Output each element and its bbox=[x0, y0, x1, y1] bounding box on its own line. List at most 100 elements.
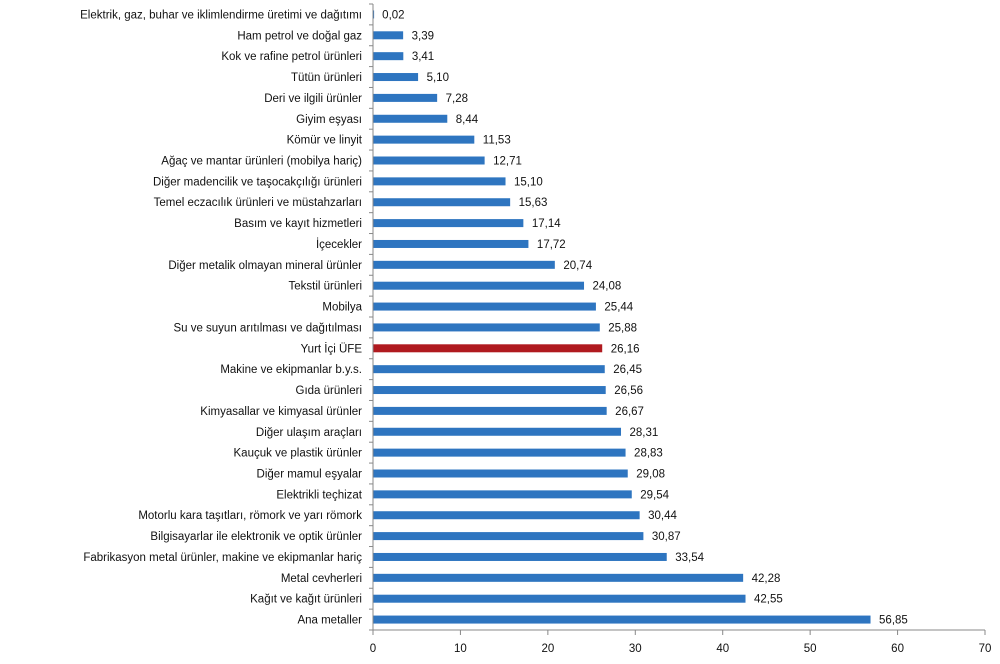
category-label: Ağaç ve mantar ürünleri (mobilya hariç) bbox=[161, 156, 362, 168]
category-label: Mobilya bbox=[322, 302, 362, 314]
value-label: 3,41 bbox=[412, 51, 434, 63]
value-label: 8,44 bbox=[456, 114, 479, 126]
x-tick-label: 0 bbox=[370, 643, 376, 655]
bar bbox=[373, 10, 375, 19]
category-label: Metal cevherleri bbox=[281, 573, 362, 585]
value-label: 56,85 bbox=[879, 615, 908, 627]
category-label: Yurt İçi ÜFE bbox=[301, 342, 363, 355]
category-label: Elektrik, gaz, buhar ve iklimlendirme ür… bbox=[80, 9, 362, 21]
bar bbox=[373, 594, 746, 603]
value-label: 29,08 bbox=[636, 469, 665, 481]
bar bbox=[373, 260, 555, 269]
value-label: 7,28 bbox=[446, 93, 468, 105]
bar bbox=[373, 323, 600, 332]
value-label: 25,88 bbox=[608, 322, 637, 334]
chart-bars bbox=[373, 10, 871, 624]
value-label: 30,87 bbox=[652, 531, 681, 543]
category-label: Kağıt ve kağıt ürünleri bbox=[250, 594, 362, 606]
category-label: Su ve suyun arıtılması ve dağıtılması bbox=[173, 322, 362, 334]
category-label: Elektrikli teçhizat bbox=[276, 489, 362, 501]
value-labels: 0,02 3,39 3,41 5,10 7,28 8,44 11,53 12,71 15,10 1… bbox=[382, 9, 908, 626]
value-label: 25,44 bbox=[604, 302, 633, 314]
x-tick-label: 10 bbox=[454, 643, 467, 655]
category-label: Diğer metalik olmayan mineral ürünler bbox=[168, 260, 362, 272]
category-label: Bilgisayarlar ile elektronik ve optik ür… bbox=[150, 531, 362, 543]
bar bbox=[373, 31, 404, 40]
category-label: Basım ve kayıt hizmetleri bbox=[234, 218, 362, 230]
x-tick-label: 60 bbox=[891, 643, 904, 655]
category-label: Motorlu kara taşıtları, römork ve yarı r… bbox=[138, 510, 362, 522]
category-label: Kok ve rafine petrol ürünleri bbox=[221, 51, 362, 63]
value-label: 5,10 bbox=[427, 72, 449, 84]
category-label: İçecekler bbox=[316, 238, 362, 251]
bar bbox=[373, 365, 605, 374]
x-tick-label: 70 bbox=[979, 643, 992, 655]
value-label: 24,08 bbox=[593, 281, 622, 293]
bar bbox=[373, 52, 404, 61]
value-label: 42,55 bbox=[754, 594, 783, 606]
category-label: Kauçuk ve plastik ürünler bbox=[234, 448, 363, 460]
bar-highlight bbox=[373, 344, 603, 353]
category-label: Temel eczacılık ürünleri ve müstahzarlar… bbox=[154, 197, 362, 209]
value-label: 15,10 bbox=[514, 176, 543, 188]
value-label: 29,54 bbox=[640, 489, 669, 501]
value-label: 26,56 bbox=[614, 385, 643, 397]
bar bbox=[373, 469, 628, 478]
bar bbox=[373, 156, 485, 165]
bar bbox=[373, 135, 475, 144]
bar bbox=[373, 198, 511, 207]
value-label: 30,44 bbox=[648, 510, 677, 522]
value-label: 33,54 bbox=[675, 552, 704, 564]
bar bbox=[373, 552, 667, 561]
bar bbox=[373, 448, 626, 457]
bar bbox=[373, 490, 632, 499]
category-label: Kimyasallar ve kimyasal ürünler bbox=[200, 406, 362, 418]
bar bbox=[373, 386, 606, 395]
value-label: 3,39 bbox=[412, 30, 434, 42]
category-label: Tekstil ürünleri bbox=[289, 281, 363, 293]
bar bbox=[373, 93, 438, 102]
bar bbox=[373, 532, 644, 541]
bar bbox=[373, 177, 506, 186]
value-label: 26,16 bbox=[611, 343, 640, 355]
value-label: 26,67 bbox=[615, 406, 644, 418]
x-axis-ticks: 0 10 20 30 40 50 60 70 bbox=[370, 630, 992, 655]
category-label: Makine ve ekipmanlar b.y.s. bbox=[220, 364, 362, 376]
category-label: Diğer madencilik ve taşocakçılığı ürünle… bbox=[153, 176, 362, 188]
value-label: 17,14 bbox=[532, 218, 561, 230]
bar bbox=[373, 281, 585, 290]
category-label: Deri ve ilgili ürünler bbox=[264, 93, 362, 105]
value-label: 15,63 bbox=[519, 197, 548, 209]
value-label: 28,83 bbox=[634, 448, 663, 460]
value-label: 42,28 bbox=[752, 573, 781, 585]
category-label: Tütün ürünleri bbox=[291, 72, 362, 84]
category-label: Kömür ve linyit bbox=[287, 135, 363, 147]
value-label: 12,71 bbox=[493, 156, 522, 168]
category-labels: Elektrik, gaz, buhar ve iklimlendirme ür… bbox=[80, 9, 363, 626]
x-tick-label: 20 bbox=[541, 643, 554, 655]
bar bbox=[373, 511, 640, 520]
category-label: Gıda ürünleri bbox=[296, 385, 362, 397]
category-label: Fabrikasyon metal ürünler, makine ve eki… bbox=[83, 552, 362, 564]
bar bbox=[373, 615, 871, 624]
bar bbox=[373, 73, 419, 82]
x-tick-label: 50 bbox=[804, 643, 817, 655]
category-label: Ana metaller bbox=[297, 615, 362, 627]
x-tick-label: 30 bbox=[629, 643, 642, 655]
bar bbox=[373, 239, 529, 248]
bar bbox=[373, 406, 607, 415]
bar bbox=[373, 427, 622, 436]
category-label: Diğer ulaşım araçları bbox=[256, 427, 362, 439]
bar bbox=[373, 219, 524, 228]
x-tick-label: 40 bbox=[716, 643, 729, 655]
category-label: Ham petrol ve doğal gaz bbox=[237, 30, 362, 42]
chart-axes bbox=[369, 3, 985, 631]
bar bbox=[373, 573, 744, 582]
value-label: 17,72 bbox=[537, 239, 566, 251]
bar bbox=[373, 302, 596, 311]
category-label: Diğer mamul eşyalar bbox=[257, 469, 363, 481]
value-label: 20,74 bbox=[563, 260, 592, 272]
value-label: 26,45 bbox=[613, 364, 642, 376]
category-label: Giyim eşyası bbox=[296, 114, 362, 126]
